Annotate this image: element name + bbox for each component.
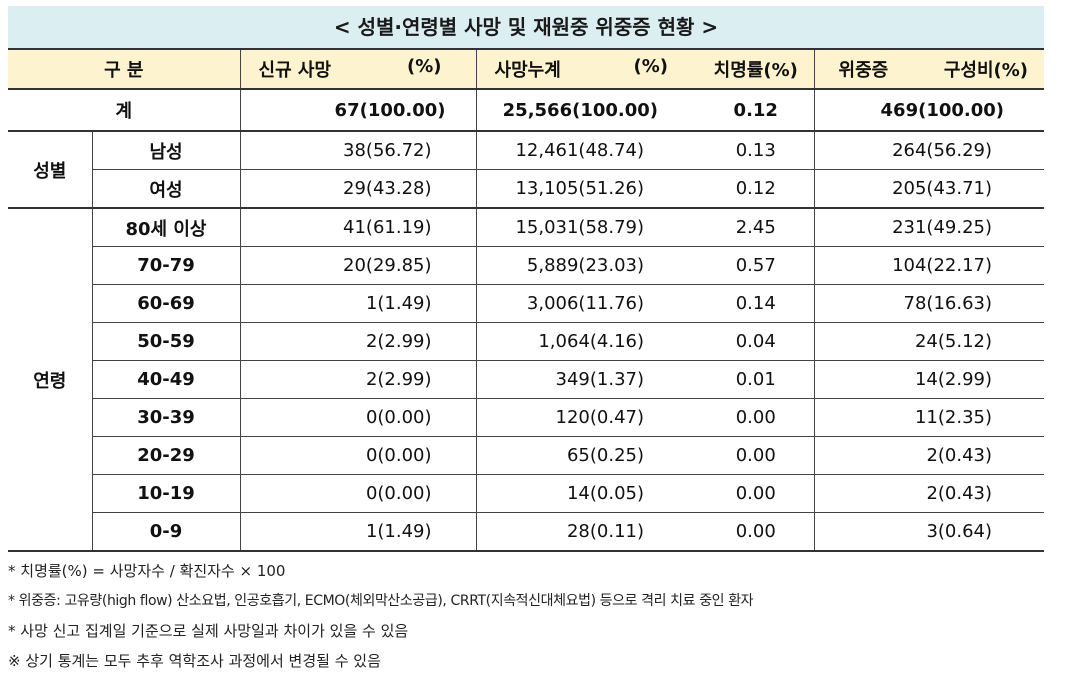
age-row-label: 30-39 <box>91 398 241 437</box>
new-deaths-cell: 29(43.28) <box>239 169 477 209</box>
severe-cell: 11(2.35) <box>813 398 1045 437</box>
sex-row: 성별 남성 38(56.72) 12,461(48.74) 0.13 264(56.29) <box>8 131 1045 209</box>
sex-row-label: 남성 <box>91 131 241 170</box>
header-new-deaths-unit: (%) <box>407 56 442 77</box>
footnote-revision: ※ 상기 통계는 모두 추후 역학조사 과정에서 변경될 수 있음 <box>8 652 381 670</box>
new-deaths-cell: 41(61.19) <box>239 208 477 247</box>
age-row: 30-39 0(0.00) 120(0.47) 0.00 11(2.35) <box>8 398 1045 437</box>
sex-row-label: 여성 <box>91 169 241 209</box>
cfr-cell: 0.00 <box>698 512 815 552</box>
age-row-label: 0-9 <box>91 512 241 552</box>
cfr-cell: 0.14 <box>698 284 815 323</box>
age-row: 20-29 0(0.00) 65(0.25) 0.00 2(0.43) <box>8 436 1045 475</box>
header-row: 구 분 신규 사망 (%) 사망누계 (%) 치명률(%) 위중증 구성비(%) <box>8 48 1045 90</box>
severe-cell: 264(56.29) <box>813 131 1045 170</box>
new-deaths-cell: 1(1.49) <box>239 284 477 323</box>
cfr-cell: 0.04 <box>698 322 815 361</box>
header-cum-deaths: 사망누계 (%) <box>475 48 699 90</box>
new-deaths-cell: 0(0.00) <box>239 436 477 475</box>
footnotes: * 치명률(%) = 사망자수 / 확진자수 × 100 * 위중증: 고유량(… <box>8 556 754 676</box>
new-deaths-cell: 2(2.99) <box>239 360 477 399</box>
table-title: < 성별·연령별 사망 및 재원중 위중증 현황 > <box>8 6 1044 48</box>
total-label: 계 <box>8 89 241 132</box>
sex-section: 성별 남성 38(56.72) 12,461(48.74) 0.13 264(56.29)… <box>8 131 1045 209</box>
cfr-cell: 0.57 <box>698 246 815 285</box>
sex-group-label: 성별 <box>8 131 92 209</box>
stats-document: < 성별·연령별 사망 및 재원중 위중증 현황 > 구 분 신규 사망 (%) … <box>8 6 1045 552</box>
cfr-cell: 0.00 <box>698 398 815 437</box>
severe-cell: 104(22.17) <box>813 246 1045 285</box>
header-new-deaths: 신규 사망 (%) <box>239 48 477 90</box>
cum-deaths-cell: 12,461(48.74) <box>475 131 699 170</box>
footnote-cfr: * 치명률(%) = 사망자수 / 확진자수 × 100 <box>8 562 286 580</box>
stats-table: 구 분 신규 사망 (%) 사망누계 (%) 치명률(%) 위중증 구성비(%) 계 … <box>8 48 1045 552</box>
total-severe: 469(100.00) <box>813 89 1045 132</box>
age-row: 70-79 20(29.85) 5,889(23.03) 0.57 104(22.17) <box>8 246 1045 285</box>
cfr-cell: 0.01 <box>698 360 815 399</box>
severe-cell: 2(0.43) <box>813 436 1045 475</box>
severe-cell: 14(2.99) <box>813 360 1045 399</box>
header-severe-label: 위중증 <box>838 60 889 81</box>
severe-cell: 24(5.12) <box>813 322 1045 361</box>
new-deaths-cell: 1(1.49) <box>239 512 477 552</box>
age-group-label: 연령 <box>8 208 92 552</box>
cum-deaths-cell: 1,064(4.16) <box>475 322 699 361</box>
header-cfr: 치명률(%) <box>698 48 815 90</box>
cum-deaths-cell: 28(0.11) <box>475 512 699 552</box>
total-row: 계 67(100.00) 25,566(100.00) 0.12 469(100… <box>8 89 1045 132</box>
cum-deaths-cell: 349(1.37) <box>475 360 699 399</box>
header-group: 구 분 <box>8 48 241 90</box>
total-new-deaths: 67(100.00) <box>239 89 477 132</box>
age-row-label: 10-19 <box>91 474 241 513</box>
sex-row: 여성 29(43.28) 13,105(51.26) 0.12 205(43.71) <box>8 169 1045 209</box>
new-deaths-cell: 0(0.00) <box>239 398 477 437</box>
age-row: 연령 80세 이상 41(61.19) 15,031(58.79) 2.45 231(49… <box>8 208 1045 552</box>
severe-cell: 3(0.64) <box>813 512 1045 552</box>
age-section: 연령 80세 이상 41(61.19) 15,031(58.79) 2.45 231(49… <box>8 208 1045 552</box>
age-row: 10-19 0(0.00) 14(0.05) 0.00 2(0.43) <box>8 474 1045 513</box>
new-deaths-cell: 2(2.99) <box>239 322 477 361</box>
age-row-label: 60-69 <box>91 284 241 323</box>
age-row: 50-59 2(2.99) 1,064(4.16) 0.04 24(5.12) <box>8 322 1045 361</box>
age-row-label: 20-29 <box>91 436 241 475</box>
age-row: 60-69 1(1.49) 3,006(11.76) 0.14 78(16.63) <box>8 284 1045 323</box>
cum-deaths-cell: 120(0.47) <box>475 398 699 437</box>
age-row-label: 40-49 <box>91 360 241 399</box>
header-severe-unit: 구성비(%) <box>943 60 1029 81</box>
severe-cell: 231(49.25) <box>813 208 1045 247</box>
cum-deaths-cell: 15,031(58.79) <box>475 208 699 247</box>
cfr-cell: 0.00 <box>698 474 815 513</box>
cum-deaths-cell: 65(0.25) <box>475 436 699 475</box>
cum-deaths-cell: 14(0.05) <box>475 474 699 513</box>
age-row: 0-9 1(1.49) 28(0.11) 0.00 3(0.64) <box>8 512 1045 552</box>
severe-cell: 78(16.63) <box>813 284 1045 323</box>
cfr-cell: 0.12 <box>698 169 815 209</box>
header-new-deaths-label: 신규 사망 <box>258 60 332 81</box>
cum-deaths-cell: 5,889(23.03) <box>475 246 699 285</box>
severe-cell: 2(0.43) <box>813 474 1045 513</box>
header-cum-deaths-label: 사망누계 <box>494 60 561 81</box>
header-severe: 위중증 구성비(%) <box>813 48 1045 90</box>
age-row-label: 80세 이상 <box>91 208 241 247</box>
cfr-cell: 0.13 <box>698 131 815 170</box>
age-row: 40-49 2(2.99) 349(1.37) 0.01 14(2.99) <box>8 360 1045 399</box>
age-row-label: 70-79 <box>91 246 241 285</box>
cfr-cell: 0.00 <box>698 436 815 475</box>
new-deaths-cell: 0(0.00) <box>239 474 477 513</box>
age-row-label: 50-59 <box>91 322 241 361</box>
new-deaths-cell: 38(56.72) <box>239 131 477 170</box>
cfr-cell: 2.45 <box>698 208 815 247</box>
header-cum-deaths-unit: (%) <box>633 56 669 77</box>
total-cfr: 0.12 <box>698 89 815 132</box>
cum-deaths-cell: 3,006(11.76) <box>475 284 699 323</box>
severe-cell: 205(43.71) <box>813 169 1045 209</box>
total-cum-deaths: 25,566(100.00) <box>475 89 699 132</box>
footnote-severe: * 위중증: 고유량(high flow) 산소요법, 인공호흡기, ECMO(… <box>8 593 754 609</box>
new-deaths-cell: 20(29.85) <box>239 246 477 285</box>
footnote-reporting: * 사망 신고 집계일 기준으로 실제 사망일과 차이가 있을 수 있음 <box>8 622 409 640</box>
cum-deaths-cell: 13,105(51.26) <box>475 169 699 209</box>
